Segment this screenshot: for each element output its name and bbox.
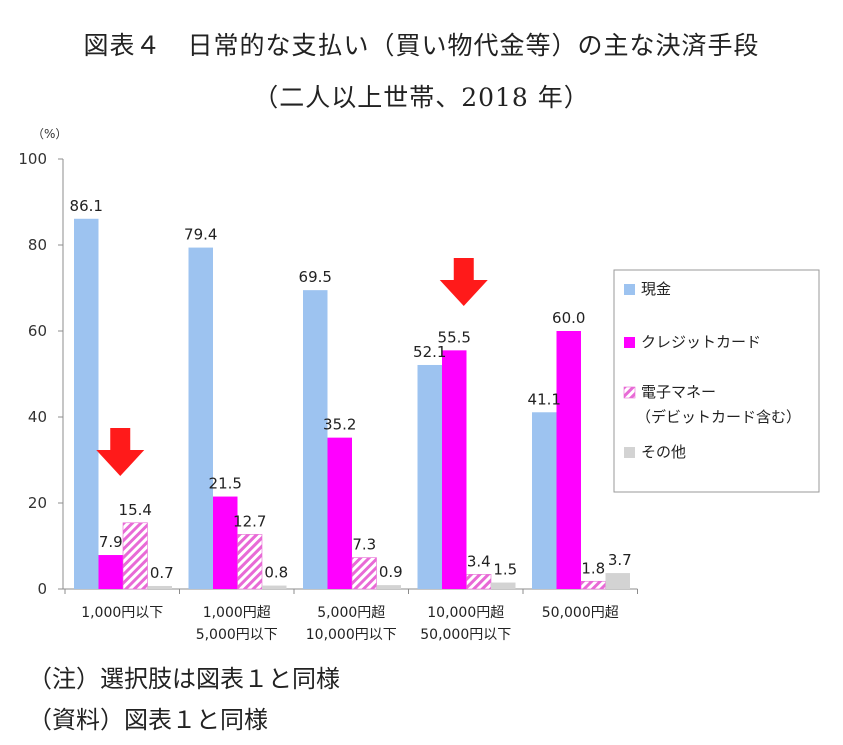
bar-chart: 0 20 40 60 80 100 （%） 86.1 79.4 69.5 52.1 41.1 7.9 2… [18,127,820,643]
bar-value-label: 0.8 [264,564,288,582]
chart-x-labels: 1,000円以下 1,000円超 5,000円以下 5,000円超 10,000円以下 1… [81,605,619,643]
legend-swatch [624,284,635,295]
bar-value-label: 12.7 [233,512,266,530]
bar [417,364,442,589]
legend-label: 現金 [641,280,671,298]
legend-box [613,269,820,493]
x-category-label: 50,000円以下 [420,627,511,643]
bar [213,496,238,589]
bar [303,290,328,589]
bar [442,350,467,589]
y-tick-label: 20 [28,494,47,512]
bar [580,580,606,590]
legend-swatch [624,337,635,348]
bar [98,555,123,589]
bar-value-label: 3.4 [467,552,491,570]
bar [327,437,352,589]
chart-axes: 0 20 40 60 80 100 （%） [18,127,638,598]
y-tick-label: 0 [37,580,47,598]
bar [237,534,263,590]
footnote: （注）選択肢は図表１と同様 [28,665,340,693]
legend-label: その他 [641,443,686,461]
y-tick-label: 60 [28,322,47,340]
bar-value-label: 3.7 [608,551,632,569]
bar [376,585,401,589]
bar [122,522,148,590]
bar [188,247,213,589]
legend-label: 電子マネー [641,383,716,401]
y-tick-label: 40 [28,408,47,426]
bar [532,412,557,589]
bar [491,582,516,589]
y-tick-label: 100 [18,150,47,168]
x-category-label: 10,000円超 [427,605,504,621]
legend-label: クレジットカード [641,333,761,351]
bar-value-label: 0.9 [379,563,403,581]
bar-value-label: 60.0 [552,309,585,327]
bar [74,218,99,589]
chart-subtitle: （二人以上世帯、2018 年） [253,83,590,112]
chart-title: 図表４ 日常的な支払い（買い物代金等）の主な決済手段 [83,31,760,60]
y-tick-label: 80 [28,236,47,254]
chart-bars [74,218,630,590]
x-category-label: 10,000円以下 [306,627,397,643]
bar [605,573,630,589]
bar [262,585,287,589]
legend-swatch [624,447,635,458]
bar-value-label: 0.7 [150,564,174,582]
y-unit-label: （%） [32,127,67,141]
x-category-label: 1,000円以下 [81,605,163,621]
source-note: （資料）図表１と同様 [28,706,268,734]
bar-value-label: 15.4 [119,501,152,519]
x-category-label: 1,000円超 [203,605,271,621]
bar [351,557,377,590]
legend-label: （デビットカード含む） [636,408,801,426]
highlight-arrow [96,428,145,476]
bar-value-label: 7.9 [99,533,123,551]
bar-value-label: 1.5 [493,561,517,579]
bar-value-label: 35.2 [323,416,356,434]
x-category-label: 50,000円超 [542,605,619,621]
bar-value-label: 69.5 [299,268,332,286]
bar-value-label: 7.3 [352,536,376,554]
bar-value-label: 52.1 [413,343,446,361]
highlight-arrow [439,258,488,306]
bar [147,585,172,589]
bar-value-label: 55.5 [438,328,471,346]
x-category-label: 5,000円以下 [196,627,278,643]
bar-value-label: 1.8 [581,559,605,577]
bar-value-label: 21.5 [209,475,242,493]
bar-value-label: 41.1 [528,390,561,408]
bar-value-label: 79.4 [184,226,217,244]
legend-swatch [623,386,636,399]
x-category-label: 5,000円超 [317,605,385,621]
chart-arrows [96,258,488,476]
bar [556,331,581,589]
chart-value-labels: 86.1 79.4 69.5 52.1 41.1 7.9 21.5 35.2 55.5 60.0 1… [70,197,632,582]
bar [466,574,492,590]
bar-value-label: 86.1 [70,197,103,215]
